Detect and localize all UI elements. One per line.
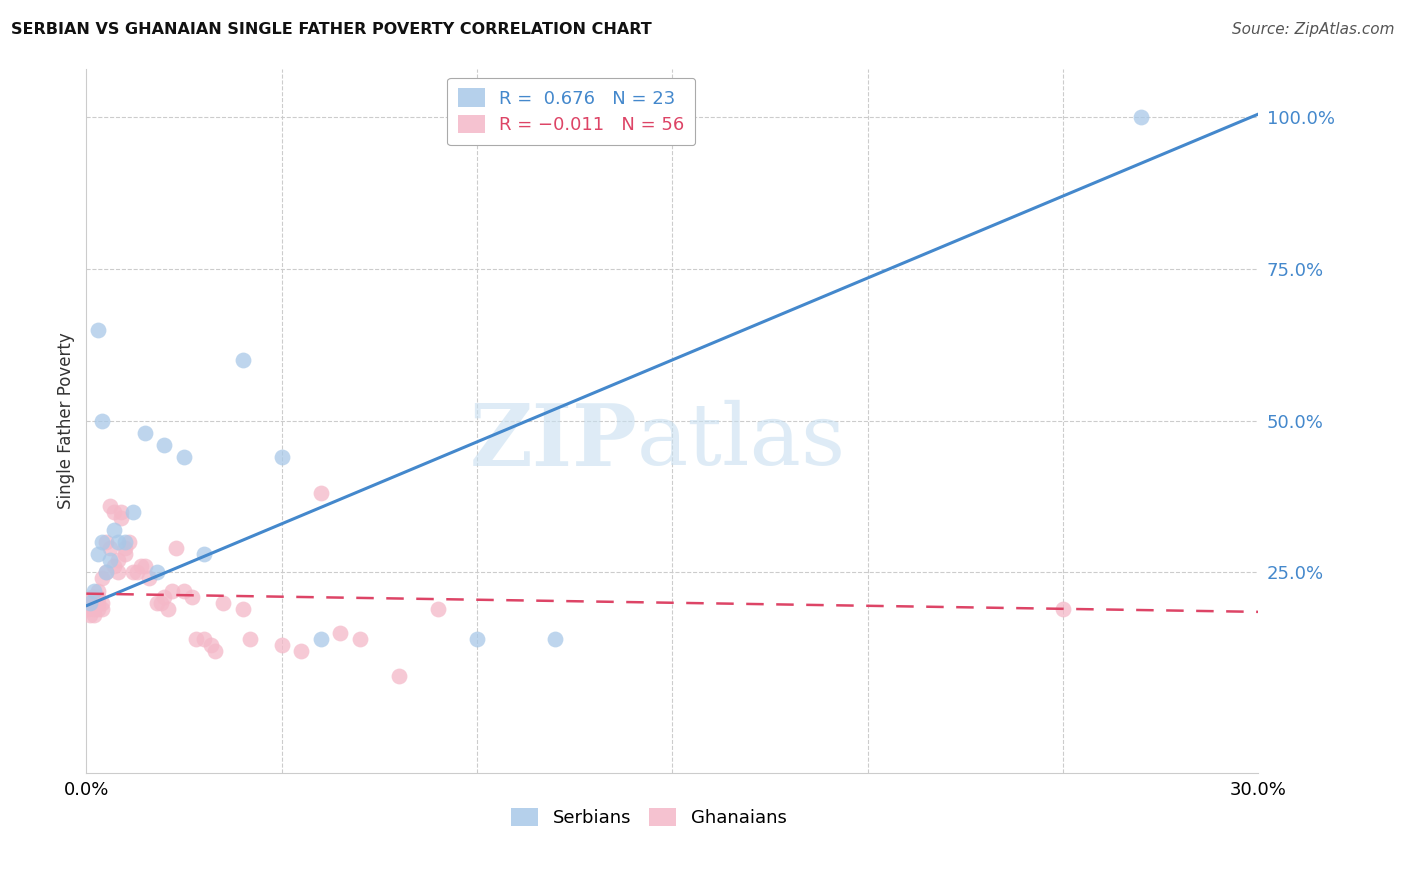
- Point: [82, 590, 104, 604]
- Point: [349, 632, 371, 647]
- Point: [87, 602, 110, 616]
- Text: atlas: atlas: [637, 401, 846, 483]
- Point: [107, 553, 129, 567]
- Point: [193, 547, 215, 561]
- Point: [134, 559, 156, 574]
- Point: [110, 510, 132, 524]
- Legend: Serbians, Ghanaians: Serbians, Ghanaians: [503, 800, 794, 834]
- Point: [465, 632, 488, 647]
- Point: [309, 632, 332, 647]
- Point: [138, 572, 160, 586]
- Point: [90, 602, 112, 616]
- Point: [94, 566, 117, 580]
- Point: [103, 559, 125, 574]
- Point: [270, 638, 292, 652]
- Text: SERBIAN VS GHANAIAN SINGLE FATHER POVERTY CORRELATION CHART: SERBIAN VS GHANAIAN SINGLE FATHER POVERT…: [11, 22, 652, 37]
- Point: [180, 590, 202, 604]
- Text: Source: ZipAtlas.com: Source: ZipAtlas.com: [1232, 22, 1395, 37]
- Point: [426, 602, 449, 616]
- Point: [129, 559, 152, 574]
- Point: [122, 566, 145, 580]
- Point: [90, 572, 112, 586]
- Point: [90, 596, 112, 610]
- Point: [103, 523, 125, 537]
- Point: [79, 596, 101, 610]
- Point: [309, 486, 332, 500]
- Point: [1052, 602, 1074, 616]
- Point: [77, 602, 100, 616]
- Point: [79, 607, 101, 622]
- Point: [98, 541, 121, 555]
- Point: [87, 583, 110, 598]
- Point: [149, 596, 172, 610]
- Point: [87, 547, 110, 561]
- Point: [107, 566, 129, 580]
- Point: [83, 590, 105, 604]
- Point: [118, 535, 141, 549]
- Y-axis label: Single Father Poverty: Single Father Poverty: [58, 332, 75, 509]
- Point: [125, 566, 148, 580]
- Point: [90, 535, 112, 549]
- Point: [103, 505, 125, 519]
- Point: [94, 566, 117, 580]
- Point: [107, 535, 129, 549]
- Point: [83, 602, 105, 616]
- Point: [165, 541, 187, 555]
- Point: [98, 499, 121, 513]
- Point: [162, 583, 184, 598]
- Point: [153, 438, 176, 452]
- Point: [87, 322, 110, 336]
- Point: [388, 668, 411, 682]
- Point: [173, 450, 195, 464]
- Point: [114, 547, 136, 561]
- Point: [232, 602, 254, 616]
- Text: ZIP: ZIP: [470, 400, 637, 483]
- Point: [173, 583, 195, 598]
- Point: [204, 644, 226, 658]
- Point: [90, 414, 112, 428]
- Point: [145, 596, 167, 610]
- Point: [114, 541, 136, 555]
- Point: [212, 596, 235, 610]
- Point: [239, 632, 262, 647]
- Point: [1130, 110, 1153, 124]
- Point: [98, 553, 121, 567]
- Point: [83, 596, 105, 610]
- Point: [83, 583, 105, 598]
- Point: [290, 644, 312, 658]
- Point: [157, 602, 180, 616]
- Point: [87, 596, 110, 610]
- Point: [184, 632, 207, 647]
- Point: [232, 353, 254, 368]
- Point: [153, 590, 176, 604]
- Point: [83, 607, 105, 622]
- Point: [122, 505, 145, 519]
- Point: [87, 590, 110, 604]
- Point: [270, 450, 292, 464]
- Point: [200, 638, 222, 652]
- Point: [114, 535, 136, 549]
- Point: [134, 425, 156, 440]
- Point: [544, 632, 567, 647]
- Point: [79, 596, 101, 610]
- Point: [329, 626, 352, 640]
- Point: [94, 535, 117, 549]
- Point: [110, 505, 132, 519]
- Point: [193, 632, 215, 647]
- Point: [145, 566, 167, 580]
